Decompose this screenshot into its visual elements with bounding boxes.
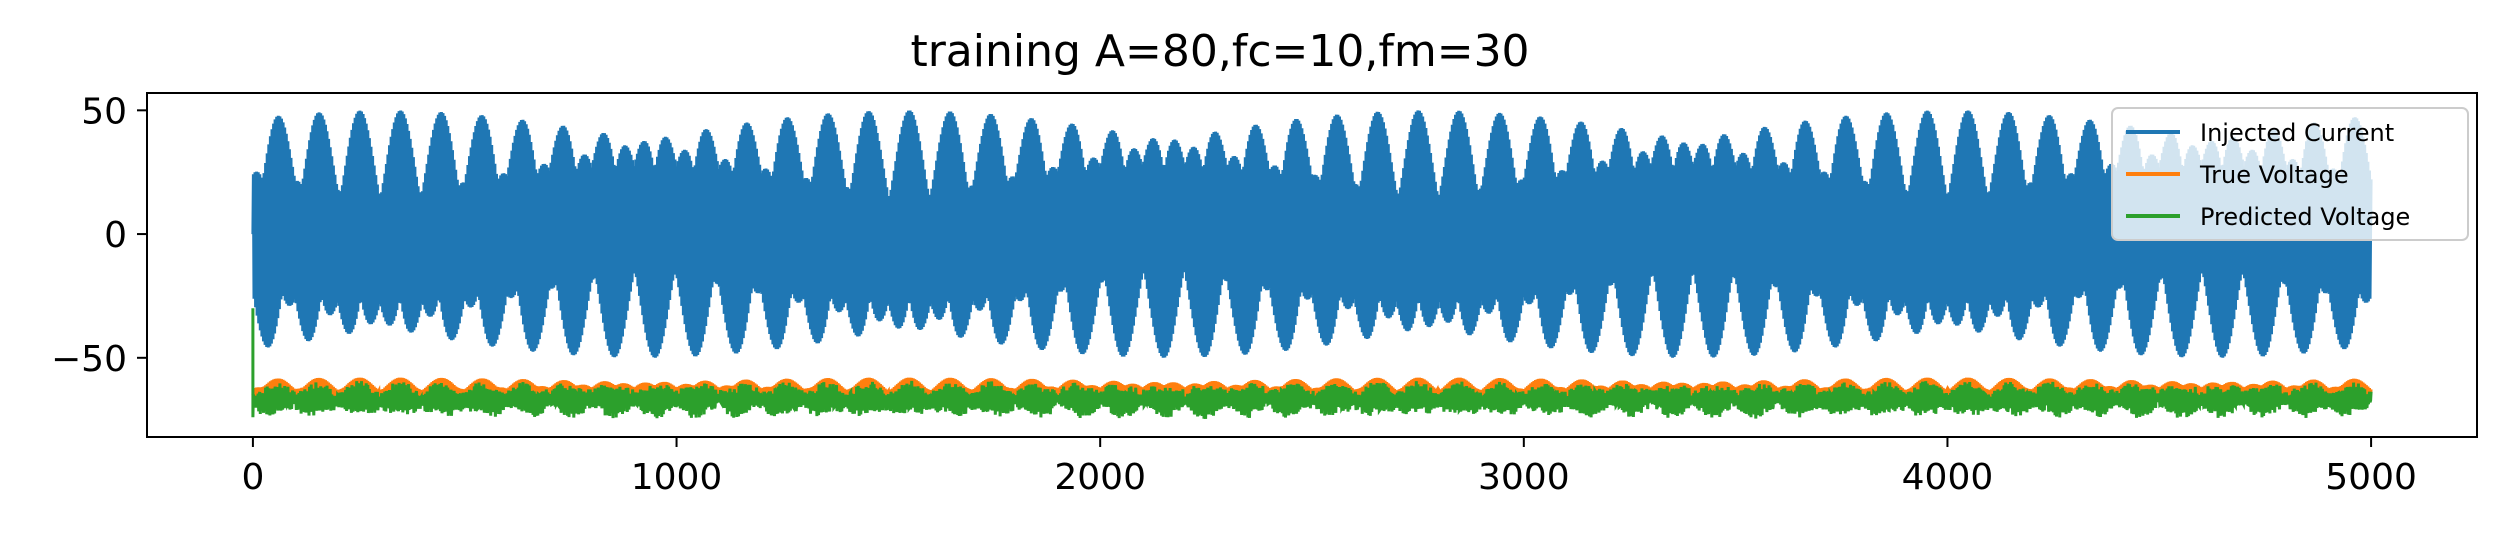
x-axis: 0 1000 2000 3000 4000 5000 xyxy=(241,437,2417,498)
series-line-injected-current xyxy=(251,110,2373,358)
x-tick-label: 1000 xyxy=(631,457,723,498)
chart-title: training A=80,fc=10,fm=30 xyxy=(910,26,1529,77)
legend-label: Injected Current xyxy=(2200,119,2394,147)
y-tick-label: −50 xyxy=(51,339,127,380)
x-tick-label: 2000 xyxy=(1054,457,1146,498)
y-tick-label: 50 xyxy=(81,91,127,132)
legend-label: Predicted Voltage xyxy=(2200,203,2410,231)
plot-area xyxy=(251,110,2373,419)
legend-box xyxy=(2111,107,2469,241)
y-axis: 50 0 −50 xyxy=(51,91,147,380)
legend-label: True Voltage xyxy=(2199,161,2349,189)
legend: Injected Current True Voltage Predicted Vo… xyxy=(2111,107,2469,241)
x-tick-label: 4000 xyxy=(1902,457,1994,498)
x-tick-label: 0 xyxy=(241,457,264,498)
plot-frame xyxy=(146,92,2478,438)
y-tick-label: 0 xyxy=(104,215,127,256)
series-line-predicted-voltage xyxy=(251,308,2373,419)
x-tick-label: 5000 xyxy=(2325,457,2417,498)
series-layer xyxy=(251,110,2373,419)
x-tick-label: 3000 xyxy=(1478,457,1570,498)
